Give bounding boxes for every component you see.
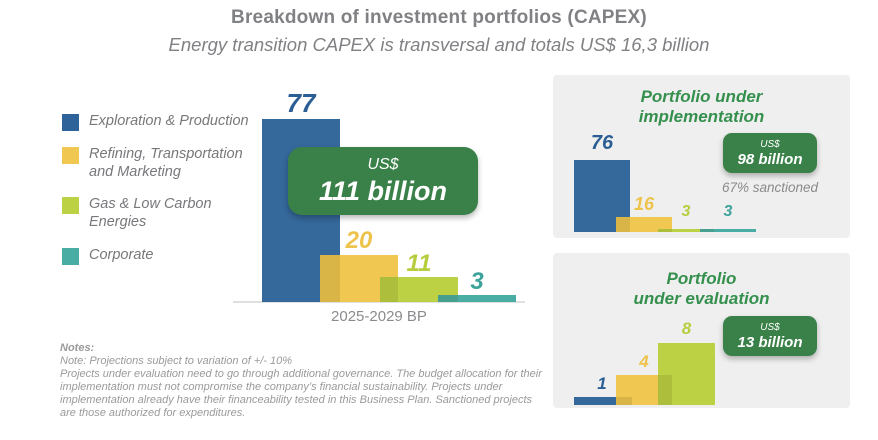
total-badge: US$ 98 billion (723, 133, 817, 173)
bar-value-label: 20 (345, 227, 373, 254)
bar-value-label: 76 (590, 132, 614, 154)
legend-swatch-blue (62, 114, 79, 131)
legend-swatch-green (62, 197, 79, 215)
panel-title-line: under evaluation (633, 289, 770, 309)
panel-title-line: Portfolio (666, 269, 737, 288)
bar-overlap (438, 295, 458, 302)
bar-overlap (658, 375, 672, 405)
badge-amount: 111 billion (318, 176, 448, 206)
total-badge: US$ 111 billion (288, 147, 478, 215)
bar-value-label: 3 (723, 203, 733, 220)
bar-corporate (438, 295, 516, 302)
legend-label: Refining, Transportation and Marketing (89, 146, 243, 180)
badge-amount: 98 billion (737, 151, 803, 168)
badge-amount: 13 billion (737, 334, 803, 351)
sanctioned-note: 67% sanctioned (721, 180, 819, 195)
panel-title: Portfolio under implementation (553, 75, 850, 127)
legend-label: Gas & Low Carbon Energies (89, 196, 212, 231)
bar-refining (616, 217, 672, 232)
panel-title-line: implementation (638, 107, 765, 127)
bar-value-label: 3 (470, 268, 484, 295)
panel-title: Portfolio under evaluation (553, 253, 850, 309)
page-subtitle: Energy transition CAPEX is transversal a… (168, 34, 710, 55)
bar-value-label: 8 (681, 319, 692, 338)
panel-evaluation: Portfolio under evaluation 1 4 8 US$ 13 … (553, 253, 850, 408)
x-axis-label: 2025-2029 BP (331, 308, 427, 325)
bar-value-label: 77 (286, 88, 316, 118)
bar-overlap (616, 397, 632, 405)
badge-currency: US$ (367, 156, 399, 173)
legend-item-exploration: Exploration & Production (62, 113, 261, 131)
bar-value-label: 3 (681, 203, 691, 220)
bar-overlap (658, 229, 672, 232)
bar-gas (658, 229, 714, 232)
notes-line: Note: Projections subject to variation o… (60, 354, 293, 367)
bar-value-label: 4 (639, 352, 649, 371)
bar-overlap (616, 217, 630, 232)
page-title: Breakdown of investment portfolios (CAPE… (231, 7, 647, 28)
header: Breakdown of investment portfolios (CAPE… (0, 7, 878, 56)
legend-label: Exploration & Production (89, 113, 249, 129)
legend-swatch-yellow (62, 147, 79, 164)
bar-value-label: 16 (633, 194, 655, 214)
legend: Exploration & Production Refining, Trans… (62, 113, 261, 280)
legend-swatch-teal (62, 247, 79, 265)
notes: Notes: Note: Projections subject to vari… (60, 342, 548, 420)
total-badge: US$ 13 billion (723, 316, 817, 356)
bar-value-label: 11 (406, 250, 432, 277)
bar-overlap (380, 277, 398, 302)
badge-currency: US$ (760, 139, 780, 150)
bar-overlap (320, 255, 340, 302)
legend-item-corporate: Corporate (62, 247, 261, 265)
panel-title-line: Portfolio under (640, 87, 763, 106)
notes-heading: Notes: (60, 342, 95, 354)
bar-corporate (700, 229, 756, 232)
badge-currency: US$ (760, 322, 780, 333)
bar-gas (658, 343, 715, 405)
panel-implementation: Portfolio under implementation 76 16 3 3… (553, 75, 850, 238)
axis-baseline (233, 301, 525, 303)
legend-item-gas: Gas & Low Carbon Energies (62, 196, 261, 231)
legend-item-refining: Refining, Transportation and Marketing (62, 146, 261, 181)
bar-exploration (574, 397, 632, 405)
legend-label: Corporate (89, 246, 154, 263)
bar-value-label: 1 (597, 374, 607, 393)
bar-overlap (700, 229, 714, 232)
notes-body: Projects under evaluation need to go thr… (60, 367, 542, 419)
